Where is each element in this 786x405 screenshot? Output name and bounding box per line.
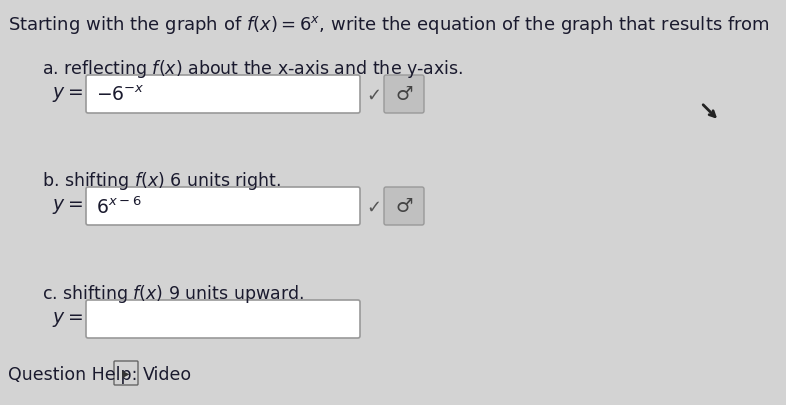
FancyBboxPatch shape [86,188,360,226]
Text: $y=$: $y=$ [52,197,83,216]
Text: Starting with the graph of $f(x) = 6^x$, write the equation of the graph that re: Starting with the graph of $f(x) = 6^x$,… [8,14,770,36]
Text: $y=$: $y=$ [52,85,83,104]
Text: Video: Video [143,365,192,383]
Text: Question Help:: Question Help: [8,365,138,383]
Text: $6^{x-6}$: $6^{x-6}$ [96,196,141,217]
FancyBboxPatch shape [384,188,424,226]
Text: $y=$: $y=$ [52,310,83,329]
FancyBboxPatch shape [384,76,424,114]
Text: a. reflecting $f(x)$ about the x-axis and the y-axis.: a. reflecting $f(x)$ about the x-axis an… [42,58,463,80]
Text: c. shifting $f(x)$ 9 units upward.: c. shifting $f(x)$ 9 units upward. [42,282,304,304]
FancyBboxPatch shape [86,300,360,338]
Text: ♂: ♂ [395,197,413,216]
Text: b. shifting $f(x)$ 6 units right.: b. shifting $f(x)$ 6 units right. [42,170,281,192]
Text: $-6^{-x}$: $-6^{-x}$ [96,85,145,104]
Text: ▶: ▶ [123,368,130,378]
Text: ♂: ♂ [395,85,413,104]
FancyBboxPatch shape [86,76,360,114]
FancyBboxPatch shape [114,361,138,385]
Text: $\checkmark$: $\checkmark$ [366,86,380,104]
Text: $\checkmark$: $\checkmark$ [366,198,380,215]
